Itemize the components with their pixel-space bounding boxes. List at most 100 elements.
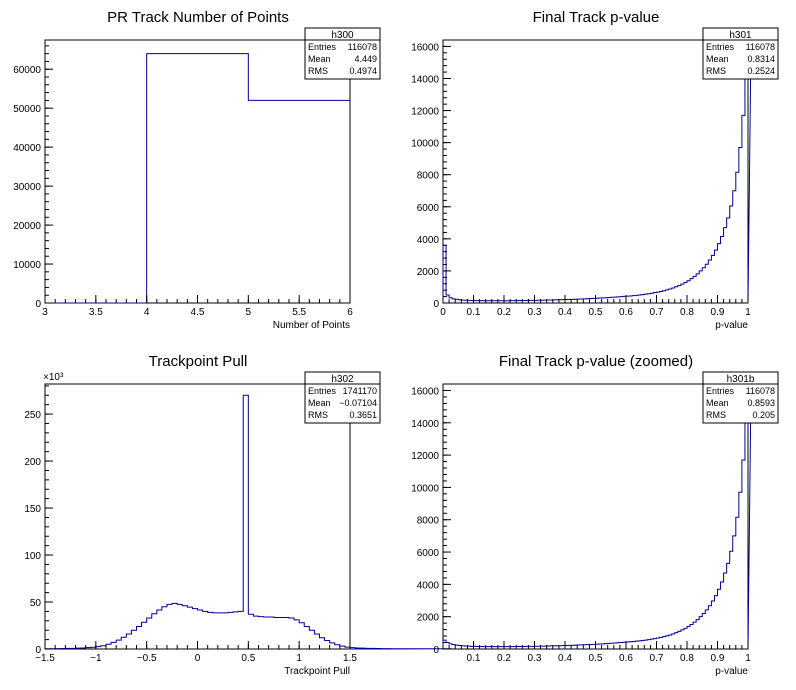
chart-title: Final Track p-value (zoomed) <box>499 353 693 370</box>
x-tick-label: 0.9 <box>711 307 725 318</box>
x-tick-label: 0.2 <box>497 307 511 318</box>
stats-box-frame <box>304 371 381 424</box>
stats-label: Mean <box>308 398 331 408</box>
histogram-line <box>442 383 752 650</box>
y-tick-label: 2000 <box>417 267 440 278</box>
x-tick-label: 4.5 <box>191 307 205 318</box>
x-tick-label: 0.2 <box>497 653 511 664</box>
y-tick-label: 12000 <box>411 107 439 118</box>
x-tick-label: 0.5 <box>241 653 255 664</box>
y-tick-label: 100 <box>24 551 41 562</box>
x-tick-label: −0.5 <box>137 653 157 664</box>
y-tick-label: 50000 <box>13 104 41 115</box>
x-tick-label: 0.4 <box>558 653 572 664</box>
y-tick-label: 200 <box>24 457 41 468</box>
y-tick-label: 10000 <box>411 483 439 494</box>
stats-value: 0.4974 <box>349 66 377 76</box>
y-tick-label: 12000 <box>411 451 439 462</box>
y-tick-label: 0 <box>433 299 439 310</box>
histogram-line <box>45 53 350 304</box>
x-tick-label: 0.6 <box>619 653 633 664</box>
stats-value: 0.3651 <box>349 410 377 420</box>
x-tick-label: 1.5 <box>343 653 357 664</box>
y-tick-label: 60000 <box>13 65 41 76</box>
x-tick-label: 0.1 <box>467 653 481 664</box>
chart-h302: Trackpoint Pull −1.5 −1 −0.5 0 0.5 1 1.5 0 50 100 1… <box>24 353 452 677</box>
plot-frame <box>442 383 749 650</box>
x-tick-label: 1 <box>745 653 751 664</box>
y-tick-label: 16000 <box>411 386 439 397</box>
x-tick-label: 0.9 <box>711 653 725 664</box>
stats-value: −0.07104 <box>339 398 377 408</box>
stats-value: 0.2524 <box>747 66 775 76</box>
y-tick-label: 20000 <box>13 221 41 232</box>
stats-value: 1741170 <box>343 386 377 396</box>
stats-label: Mean <box>706 54 729 64</box>
stats-label: RMS <box>706 410 726 420</box>
x-axis-label: Trackpoint Pull <box>284 666 350 677</box>
x-tick-label: 1 <box>745 307 751 318</box>
x-tick-label: 0 <box>195 653 201 664</box>
x-tick-label: −1 <box>90 653 102 664</box>
stats-value: 0.8593 <box>747 398 775 408</box>
stats-box-frame <box>702 371 779 424</box>
stats-label: RMS <box>706 66 726 76</box>
y-tick-label: 40000 <box>13 143 41 154</box>
stats-box-frame <box>304 27 381 80</box>
x-tick-label: 0.6 <box>619 307 633 318</box>
chart-title: Final Track p-value <box>533 9 660 26</box>
stats-label: RMS <box>308 66 328 76</box>
x-tick-label: 0.8 <box>680 307 694 318</box>
x-tick-label: 0.5 <box>589 653 603 664</box>
chart-h301b: Final Track p-value (zoomed) 0.1 0.2 0.3 0.4… <box>411 353 779 677</box>
stats-label: Entries <box>706 42 735 52</box>
stats-label: Mean <box>706 398 729 408</box>
stats-box-name: h301 <box>729 30 752 41</box>
y-tick-label: 10000 <box>13 260 41 271</box>
x-tick-label: 6 <box>347 307 353 318</box>
x-tick-label: 0.3 <box>528 653 542 664</box>
y-tick-label: 0 <box>433 645 439 656</box>
x-tick-label: 0.4 <box>558 307 572 318</box>
stats-value: 4.449 <box>354 54 377 64</box>
stats-label: RMS <box>308 410 328 420</box>
stats-box-name: h301b <box>727 374 755 385</box>
plot-frame <box>44 39 351 304</box>
stats-box-name: h300 <box>331 30 354 41</box>
chart-h300: PR Track Number of Points 3 3.5 4 4.5 5 5.5 6 0 1… <box>13 9 381 331</box>
y-tick-label: 2000 <box>417 613 440 624</box>
y-tick-label: 6000 <box>417 548 440 559</box>
y-tick-label: 14000 <box>411 74 439 85</box>
stats-value: 116078 <box>746 42 775 52</box>
x-tick-label: 4 <box>144 307 150 318</box>
histogram-line <box>442 39 752 304</box>
chart-title: PR Track Number of Points <box>107 9 289 26</box>
y-exponent-label: ×10³ <box>43 372 64 383</box>
y-tick-label: 4000 <box>417 580 440 591</box>
y-tick-label: 4000 <box>417 235 440 246</box>
y-tick-label: 0 <box>35 645 41 656</box>
stats-label: Entries <box>308 42 337 52</box>
x-tick-label: 0.5 <box>589 307 603 318</box>
y-tick-label: 0 <box>35 299 41 310</box>
x-tick-label: 0.3 <box>528 307 542 318</box>
stats-value: 0.8314 <box>747 54 775 64</box>
y-tick-label: 50 <box>30 598 42 609</box>
stats-box-frame <box>702 27 779 80</box>
x-axis-label: Number of Points <box>273 320 350 331</box>
stats-label: Entries <box>308 386 337 396</box>
stats-label: Entries <box>706 386 735 396</box>
x-tick-label: 3 <box>42 307 48 318</box>
stats-value: 116078 <box>746 386 775 396</box>
chart-title: Trackpoint Pull <box>149 353 248 370</box>
y-tick-label: 8000 <box>417 516 440 527</box>
plot-frame <box>442 39 749 304</box>
x-tick-label: 0.1 <box>467 307 481 318</box>
histogram-line <box>44 394 452 650</box>
y-tick-label: 8000 <box>417 171 440 182</box>
stats-value: 0.205 <box>752 410 775 420</box>
y-tick-label: 10000 <box>411 139 439 150</box>
y-tick-label: 150 <box>24 504 41 515</box>
